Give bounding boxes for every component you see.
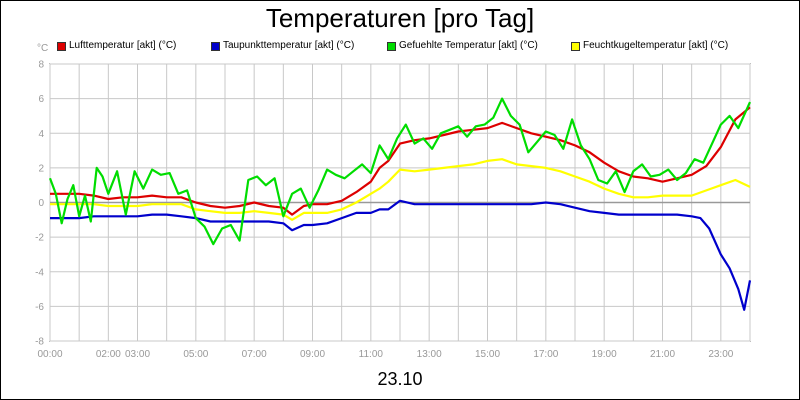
chart-title: Temperaturen [pro Tag] — [265, 3, 535, 33]
x-tick-label: 17:00 — [533, 349, 558, 360]
series-line-2 — [48, 97, 752, 246]
date-label: 23.10 — [377, 369, 423, 389]
series-lines — [48, 97, 752, 311]
y-tick-label: 2 — [38, 163, 44, 174]
y-tick-label: -8 — [35, 337, 44, 348]
y-axis-unit: °C — [37, 43, 49, 54]
series-line-3 — [50, 158, 751, 221]
legend-label: Taupunkttemperatur [akt] (°C) — [223, 40, 355, 51]
y-tick-label: 0 — [38, 198, 44, 209]
x-tick-label: 05:00 — [183, 349, 208, 360]
y-tick-label: -4 — [35, 267, 44, 278]
x-tick-labels: 00:00 02:00 03:00 05:00 07:00 09:00 11:00 13:00… — [37, 349, 733, 360]
x-tick-label: 03:00 — [125, 349, 150, 360]
x-tick-label: 00:00 — [37, 349, 62, 360]
legend-swatch — [387, 42, 396, 51]
x-tick-label: 11:00 — [359, 349, 384, 360]
legend-label: Lufttemperatur [akt] (°C) — [69, 40, 177, 51]
series-line-0 — [50, 106, 751, 216]
y-tick-label: 6 — [38, 94, 44, 105]
x-tick-label: 13:00 — [417, 349, 442, 360]
y-tick-label: 8 — [38, 60, 44, 71]
y-tick-label: -6 — [35, 302, 44, 313]
x-tick-label: 21:00 — [650, 349, 675, 360]
x-tick-label: 09:00 — [300, 349, 325, 360]
series-line-1 — [50, 199, 752, 311]
legend-label: Gefuehlte Temperatur [akt] (°C) — [399, 40, 538, 51]
x-tick-label: 23:00 — [708, 349, 733, 360]
x-tick-label: 15:00 — [475, 349, 500, 360]
x-tick-label: 19:00 — [592, 349, 617, 360]
x-tick-label: 02:00 — [96, 349, 121, 360]
y-tick-label: 4 — [38, 129, 44, 140]
legend-swatch — [211, 42, 220, 51]
y-tick-labels: -8 -6 -4 -2 0 2 4 6 8 — [35, 60, 44, 348]
legend-label: Feuchtkugeltemperatur [akt] (°C) — [583, 40, 729, 51]
legend-swatch — [57, 42, 66, 51]
y-tick-label: -2 — [35, 233, 44, 244]
x-tick-label: 07:00 — [242, 349, 267, 360]
legend-swatch — [571, 42, 580, 51]
